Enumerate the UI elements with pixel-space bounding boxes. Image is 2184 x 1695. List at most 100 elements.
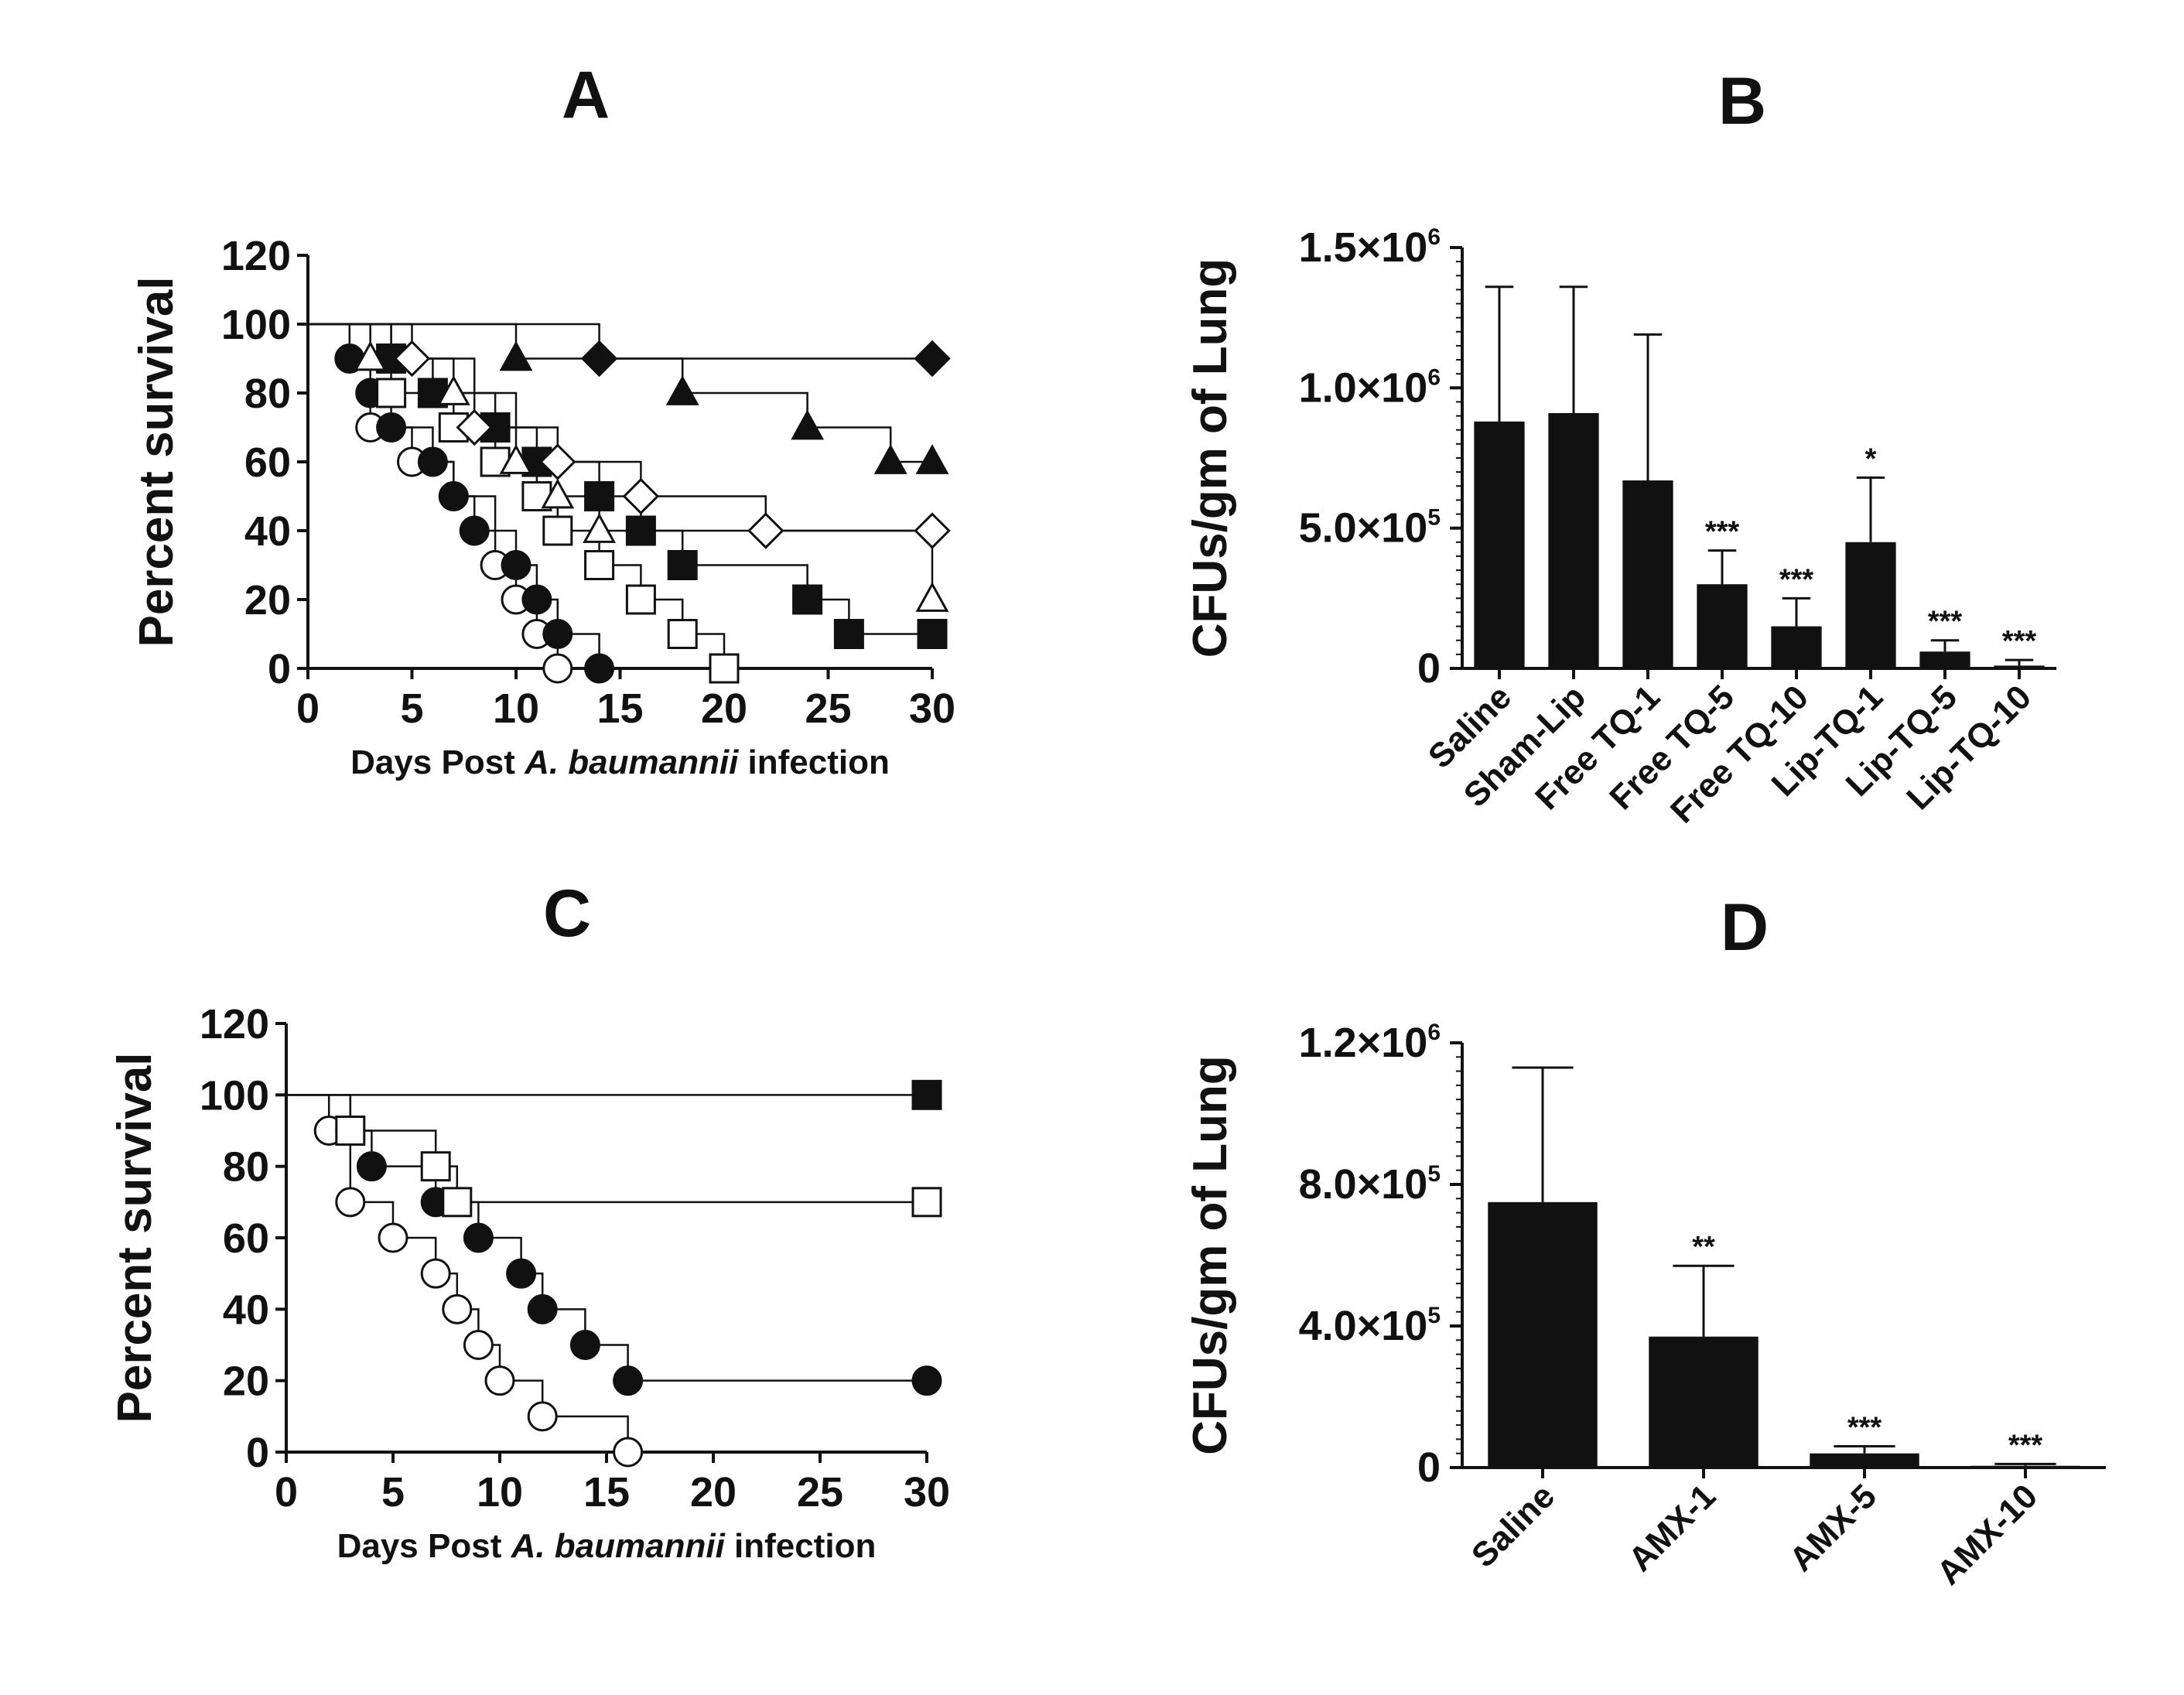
circle-filled-marker: [527, 1293, 558, 1324]
circle-open-marker: [613, 1437, 644, 1468]
bar-lip-tq-5: [1919, 651, 1970, 668]
square-filled-marker: [917, 619, 948, 649]
series-circle-filled: [308, 323, 615, 684]
circle-filled-marker: [542, 619, 573, 649]
category-label: Saline: [1465, 1477, 1562, 1574]
y-tick-label: 20: [244, 577, 291, 624]
x-tick-label: 10: [477, 1469, 523, 1516]
diamond-filled-marker: [914, 340, 951, 378]
circle-filled-marker: [506, 1258, 537, 1289]
panel-letter: A: [562, 58, 610, 132]
series-circle-filled: [286, 1094, 942, 1396]
y-tick-label: 120: [221, 233, 291, 279]
square-filled-marker: [792, 584, 823, 615]
y-tick-label: 0: [246, 1430, 269, 1476]
circle-filled-marker: [613, 1365, 644, 1396]
square-filled-marker: [911, 1079, 942, 1110]
square-filled-marker: [667, 550, 698, 580]
significance-label: ***: [1928, 606, 1963, 638]
x-tick-label: 20: [690, 1469, 737, 1516]
circle-filled-marker: [356, 1151, 387, 1182]
x-tick-label: 0: [275, 1469, 298, 1516]
x-tick-label: 0: [296, 685, 320, 732]
y-tick-label: 8.0×105: [1299, 1161, 1441, 1208]
diamond-open-marker: [393, 340, 431, 378]
x-axis-title-part: infection: [725, 1527, 877, 1565]
bar-free-tq-5: [1697, 584, 1748, 668]
triangle-open-marker: [541, 478, 575, 509]
x-tick-label: 25: [805, 685, 851, 732]
y-tick-label: 1.0×106: [1299, 364, 1441, 411]
diamond-open-marker: [622, 477, 660, 515]
circle-filled-marker: [459, 515, 490, 546]
y-tick-label: 40: [223, 1287, 269, 1333]
circle-filled-marker: [569, 1330, 600, 1360]
category-label: AMX-1: [1622, 1477, 1723, 1578]
y-tick-mantissa: 1.2×10: [1299, 1020, 1428, 1066]
y-tick-mantissa: 1.0×10: [1299, 364, 1428, 411]
y-tick-exponent: 6: [1427, 364, 1441, 390]
triangle-filled-marker: [873, 444, 907, 474]
category-label: AMX-10: [1929, 1477, 2045, 1592]
significance-label: ***: [1779, 563, 1814, 596]
x-axis-title-part: Days Post: [337, 1527, 511, 1565]
significance-label: ***: [2008, 1429, 2043, 1461]
x-tick-label: 5: [381, 1469, 405, 1516]
y-tick-exponent: 5: [1427, 505, 1441, 531]
series-square-filled: [286, 1079, 942, 1110]
circle-open-marker: [463, 1330, 494, 1360]
y-axis-title: CFUs/gm of Lung: [1184, 1055, 1237, 1455]
triangle-open-marker: [915, 582, 949, 612]
square-open-marker: [667, 619, 698, 649]
x-tick-label: 20: [701, 685, 747, 732]
y-tick-label: 1.5×106: [1299, 224, 1441, 271]
significance-label: *: [1865, 443, 1877, 475]
x-tick-label: 25: [797, 1469, 843, 1516]
circle-open-marker: [542, 653, 573, 684]
y-tick-exponent: 5: [1427, 1161, 1441, 1187]
circle-open-marker: [378, 1222, 408, 1253]
x-tick-label: 30: [909, 685, 955, 732]
x-axis-title-part: A. baumannii: [524, 743, 739, 781]
survival-step-line: [286, 1094, 629, 1452]
square-open-marker: [625, 584, 656, 615]
x-tick-label: 15: [596, 685, 643, 732]
y-tick-label: 0: [268, 646, 291, 692]
y-tick-exponent: 6: [1427, 1020, 1441, 1045]
triangle-open-marker: [436, 375, 470, 405]
y-tick-label: 100: [221, 302, 291, 348]
y-tick-label: 1.2×106: [1299, 1020, 1441, 1066]
x-axis-title: Days Post A. baumannii infection: [337, 1527, 877, 1565]
diamond-open-marker: [539, 443, 576, 480]
series-circle-open: [286, 1094, 644, 1468]
y-tick-label: 80: [223, 1144, 269, 1191]
circle-open-marker: [442, 1293, 473, 1324]
diamond-filled-marker: [580, 340, 618, 378]
x-tick-label: 10: [493, 685, 539, 732]
bar-saline: [1488, 1201, 1598, 1468]
survival-step-line: [286, 1094, 927, 1204]
y-tick-label: 5.0×105: [1299, 505, 1441, 552]
panel-letter: B: [1718, 64, 1766, 138]
panel-letter: D: [1721, 890, 1769, 965]
y-axis-title: Percent survival: [130, 276, 183, 647]
x-tick-label: 5: [400, 685, 423, 732]
y-tick-label: 60: [223, 1215, 269, 1262]
diamond-open-marker: [456, 408, 493, 446]
circle-open-marker: [335, 1187, 366, 1218]
significance-label: ***: [2002, 625, 2037, 658]
bar-amx-1: [1649, 1336, 1758, 1468]
circle-filled-marker: [521, 584, 552, 615]
bar-free-tq-10: [1771, 626, 1822, 668]
bar-lip-tq-10: [1994, 665, 2045, 668]
y-tick-label: 4.0×105: [1299, 1303, 1441, 1349]
category-label: AMX-5: [1782, 1477, 1884, 1578]
diamond-open-marker: [914, 512, 951, 549]
y-tick-label: 0: [1417, 645, 1441, 692]
y-tick-label: 80: [244, 371, 291, 417]
square-open-marker: [420, 1151, 451, 1182]
bar-amx-5: [1810, 1453, 1919, 1468]
square-open-marker: [911, 1187, 942, 1218]
